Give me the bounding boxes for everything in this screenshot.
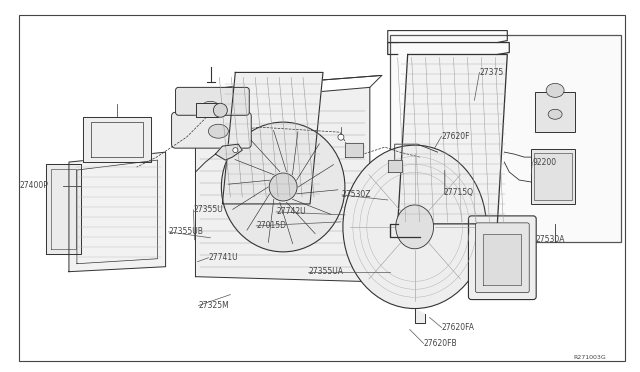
Text: 27530A: 27530A bbox=[535, 235, 564, 244]
Text: 27375: 27375 bbox=[479, 68, 504, 77]
Text: 27741U: 27741U bbox=[209, 253, 238, 262]
Text: R271003G: R271003G bbox=[573, 355, 606, 360]
Bar bbox=[531, 149, 575, 204]
Text: 27325M: 27325M bbox=[198, 301, 229, 310]
Polygon shape bbox=[415, 308, 424, 324]
Polygon shape bbox=[46, 164, 81, 254]
Ellipse shape bbox=[396, 205, 433, 249]
Ellipse shape bbox=[269, 173, 297, 201]
Text: 27620FA: 27620FA bbox=[442, 323, 474, 332]
Text: 27355U: 27355U bbox=[193, 205, 223, 214]
Text: 27400P: 27400P bbox=[19, 182, 48, 190]
Polygon shape bbox=[83, 117, 150, 162]
Polygon shape bbox=[196, 103, 218, 117]
Ellipse shape bbox=[209, 124, 228, 138]
Text: 27355UA: 27355UA bbox=[308, 267, 343, 276]
Text: 27015D: 27015D bbox=[256, 221, 286, 230]
Text: 27355UB: 27355UB bbox=[168, 227, 204, 236]
Ellipse shape bbox=[213, 103, 227, 117]
Bar bbox=[534, 153, 572, 200]
FancyBboxPatch shape bbox=[476, 223, 529, 293]
Text: 27620F: 27620F bbox=[442, 132, 470, 141]
Polygon shape bbox=[388, 160, 402, 172]
Text: 27715Q: 27715Q bbox=[444, 189, 474, 198]
Ellipse shape bbox=[343, 145, 486, 308]
Bar bbox=[390, 35, 621, 242]
Ellipse shape bbox=[233, 148, 238, 153]
Polygon shape bbox=[216, 144, 243, 160]
FancyBboxPatch shape bbox=[175, 87, 249, 115]
Text: 27742U: 27742U bbox=[276, 208, 306, 217]
Polygon shape bbox=[222, 73, 323, 204]
Text: 27530Z: 27530Z bbox=[342, 190, 371, 199]
Bar bbox=[535, 92, 575, 132]
Polygon shape bbox=[397, 54, 508, 224]
Polygon shape bbox=[195, 87, 370, 282]
Polygon shape bbox=[345, 143, 363, 157]
Ellipse shape bbox=[202, 101, 220, 113]
Text: 92200: 92200 bbox=[532, 158, 556, 167]
Polygon shape bbox=[483, 234, 521, 285]
Polygon shape bbox=[69, 152, 166, 272]
Ellipse shape bbox=[338, 134, 344, 140]
Ellipse shape bbox=[546, 83, 564, 97]
FancyBboxPatch shape bbox=[172, 112, 252, 148]
Text: 27620FB: 27620FB bbox=[424, 339, 457, 348]
Ellipse shape bbox=[548, 109, 562, 119]
Ellipse shape bbox=[221, 122, 345, 252]
FancyBboxPatch shape bbox=[468, 216, 536, 299]
